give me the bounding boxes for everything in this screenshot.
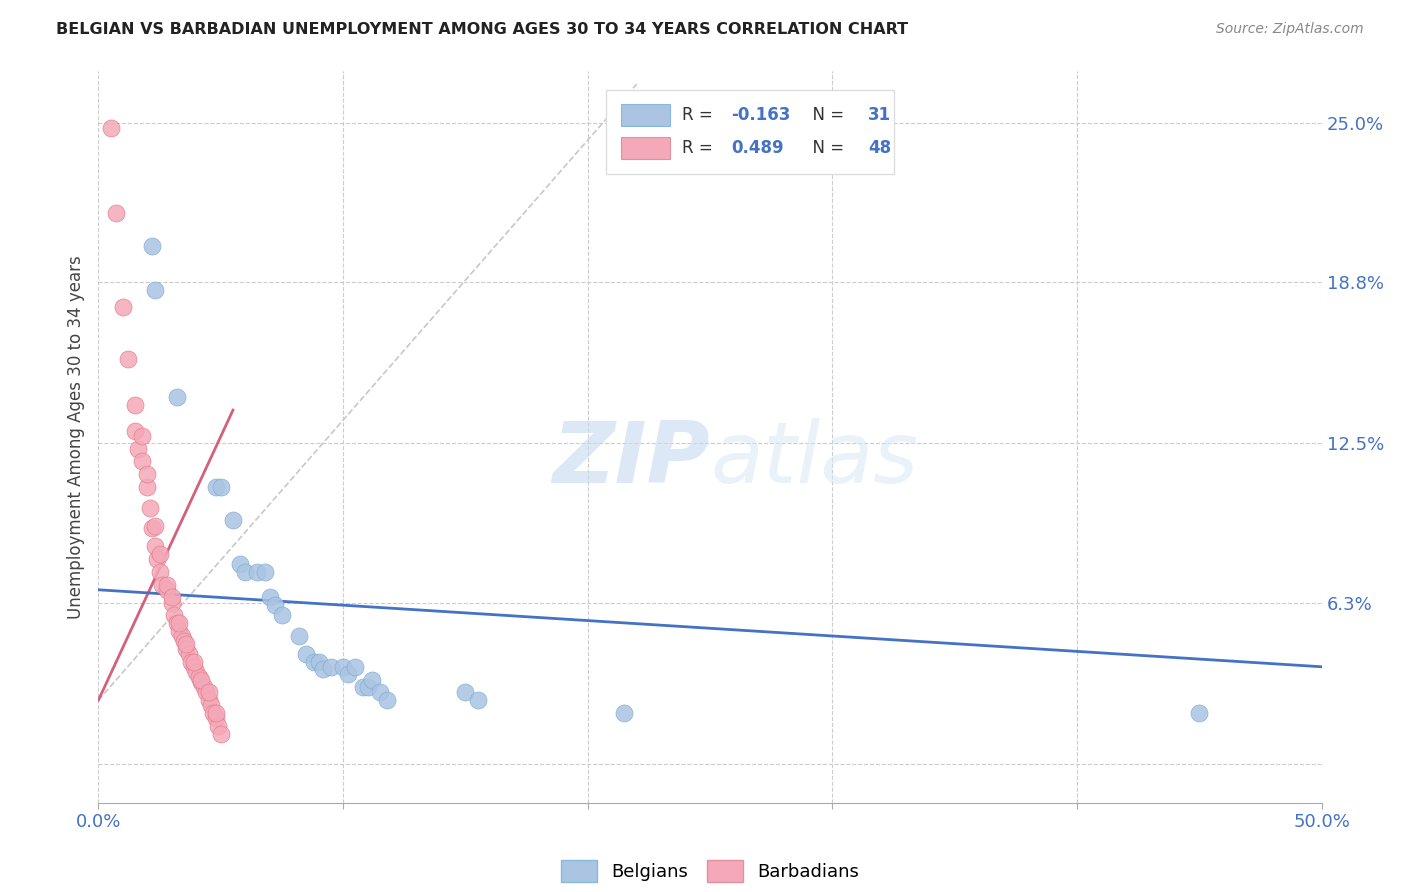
Point: [197, 693, 219, 707]
Point: [136, 467, 159, 482]
Point: [205, 480, 228, 494]
Point: [150, 577, 173, 591]
Point: [131, 429, 153, 443]
Point: [173, 634, 195, 648]
Point: [205, 711, 228, 725]
Legend: Belgians, Barbadians: Belgians, Barbadians: [554, 853, 866, 888]
Point: [195, 685, 218, 699]
Point: [139, 500, 162, 515]
Point: [177, 647, 200, 661]
Point: [209, 726, 232, 740]
Point: [613, 706, 636, 720]
Point: [149, 565, 172, 579]
Point: [467, 693, 489, 707]
Point: [186, 665, 208, 679]
Point: [246, 565, 269, 579]
Text: 48: 48: [868, 139, 891, 157]
Point: [202, 706, 225, 720]
Point: [308, 655, 330, 669]
Point: [229, 557, 252, 571]
Point: [131, 454, 153, 468]
Point: [160, 596, 183, 610]
Point: [111, 301, 134, 315]
Point: [143, 539, 166, 553]
Point: [295, 647, 318, 661]
Point: [302, 655, 325, 669]
Point: [163, 608, 186, 623]
Text: R =: R =: [682, 106, 718, 124]
Point: [156, 582, 179, 597]
Point: [104, 205, 127, 219]
Point: [209, 480, 232, 494]
Point: [200, 698, 222, 713]
Point: [176, 637, 198, 651]
Point: [319, 660, 342, 674]
Point: [332, 660, 354, 674]
Point: [176, 641, 198, 656]
Point: [100, 120, 122, 135]
Text: R =: R =: [682, 139, 718, 157]
Point: [361, 673, 384, 687]
Point: [146, 552, 169, 566]
Point: [170, 629, 193, 643]
Y-axis label: Unemployment Among Ages 30 to 34 years: Unemployment Among Ages 30 to 34 years: [66, 255, 84, 619]
Point: [336, 667, 359, 681]
Bar: [620, 137, 669, 159]
Point: [352, 681, 374, 695]
Point: [368, 685, 391, 699]
Point: [205, 706, 228, 720]
Point: [127, 442, 149, 456]
Point: [197, 685, 219, 699]
Point: [190, 673, 212, 687]
Point: [117, 351, 139, 366]
Text: 31: 31: [868, 106, 891, 124]
Point: [222, 514, 245, 528]
Point: [187, 670, 209, 684]
Point: [454, 685, 477, 699]
Point: [259, 591, 281, 605]
Point: [166, 390, 188, 404]
Point: [207, 719, 229, 733]
Point: [190, 675, 212, 690]
Point: [253, 565, 276, 579]
Text: ZIP: ZIP: [553, 417, 710, 500]
Point: [166, 616, 188, 631]
Point: [160, 591, 183, 605]
Point: [233, 565, 256, 579]
Point: [156, 577, 179, 591]
Point: [375, 693, 398, 707]
Text: BELGIAN VS BARBADIAN UNEMPLOYMENT AMONG AGES 30 TO 34 YEARS CORRELATION CHART: BELGIAN VS BARBADIAN UNEMPLOYMENT AMONG …: [56, 22, 908, 37]
FancyBboxPatch shape: [606, 90, 893, 174]
Text: atlas: atlas: [710, 417, 918, 500]
Point: [288, 629, 311, 643]
Point: [143, 518, 166, 533]
Point: [193, 681, 215, 695]
Point: [356, 681, 378, 695]
Point: [270, 608, 294, 623]
Point: [167, 624, 190, 638]
Text: -0.163: -0.163: [731, 106, 790, 124]
Point: [183, 660, 205, 674]
Point: [136, 480, 159, 494]
Point: [141, 521, 163, 535]
Point: [124, 398, 146, 412]
Point: [180, 655, 202, 669]
Text: N =: N =: [801, 106, 849, 124]
Text: Source: ZipAtlas.com: Source: ZipAtlas.com: [1216, 22, 1364, 37]
Point: [312, 662, 335, 676]
Point: [143, 283, 166, 297]
Point: [167, 616, 190, 631]
Point: [1188, 706, 1211, 720]
Point: [344, 660, 367, 674]
Text: N =: N =: [801, 139, 849, 157]
Point: [124, 424, 146, 438]
Point: [183, 655, 205, 669]
Point: [141, 239, 163, 253]
Point: [149, 547, 172, 561]
Text: 0.489: 0.489: [731, 139, 783, 157]
Bar: [620, 104, 669, 127]
Point: [263, 598, 285, 612]
